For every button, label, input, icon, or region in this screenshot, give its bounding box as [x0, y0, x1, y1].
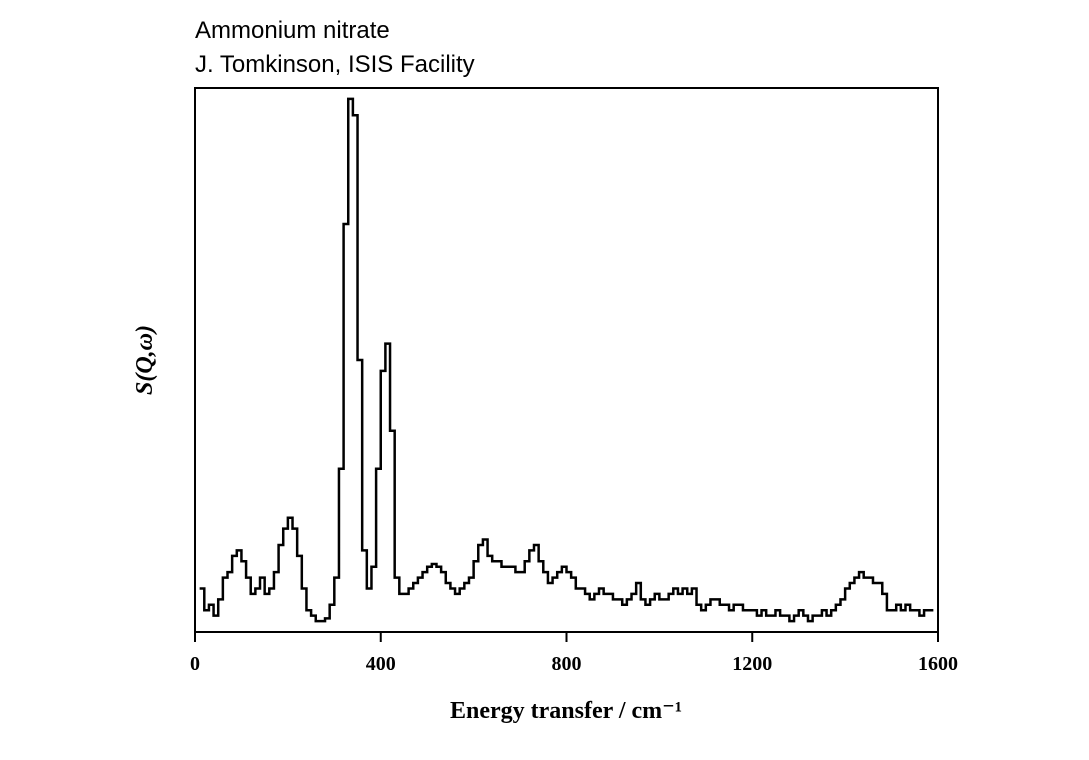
x-tick-label: 1200	[732, 653, 772, 675]
y-axis-label: S(Q,ω)	[132, 325, 158, 395]
x-tick-label: 0	[190, 653, 200, 675]
x-tick-label: 1600	[918, 653, 958, 675]
x-axis-label: Energy transfer / cm⁻¹	[450, 698, 682, 724]
plot-frame	[194, 87, 939, 633]
chart-subtitle: J. Tomkinson, ISIS Facility	[195, 51, 475, 78]
x-tick-label: 400	[366, 653, 396, 675]
x-tick-label: 800	[552, 653, 582, 675]
spectrum-line	[199, 97, 934, 623]
chart-title: Ammonium nitrate	[195, 17, 390, 44]
